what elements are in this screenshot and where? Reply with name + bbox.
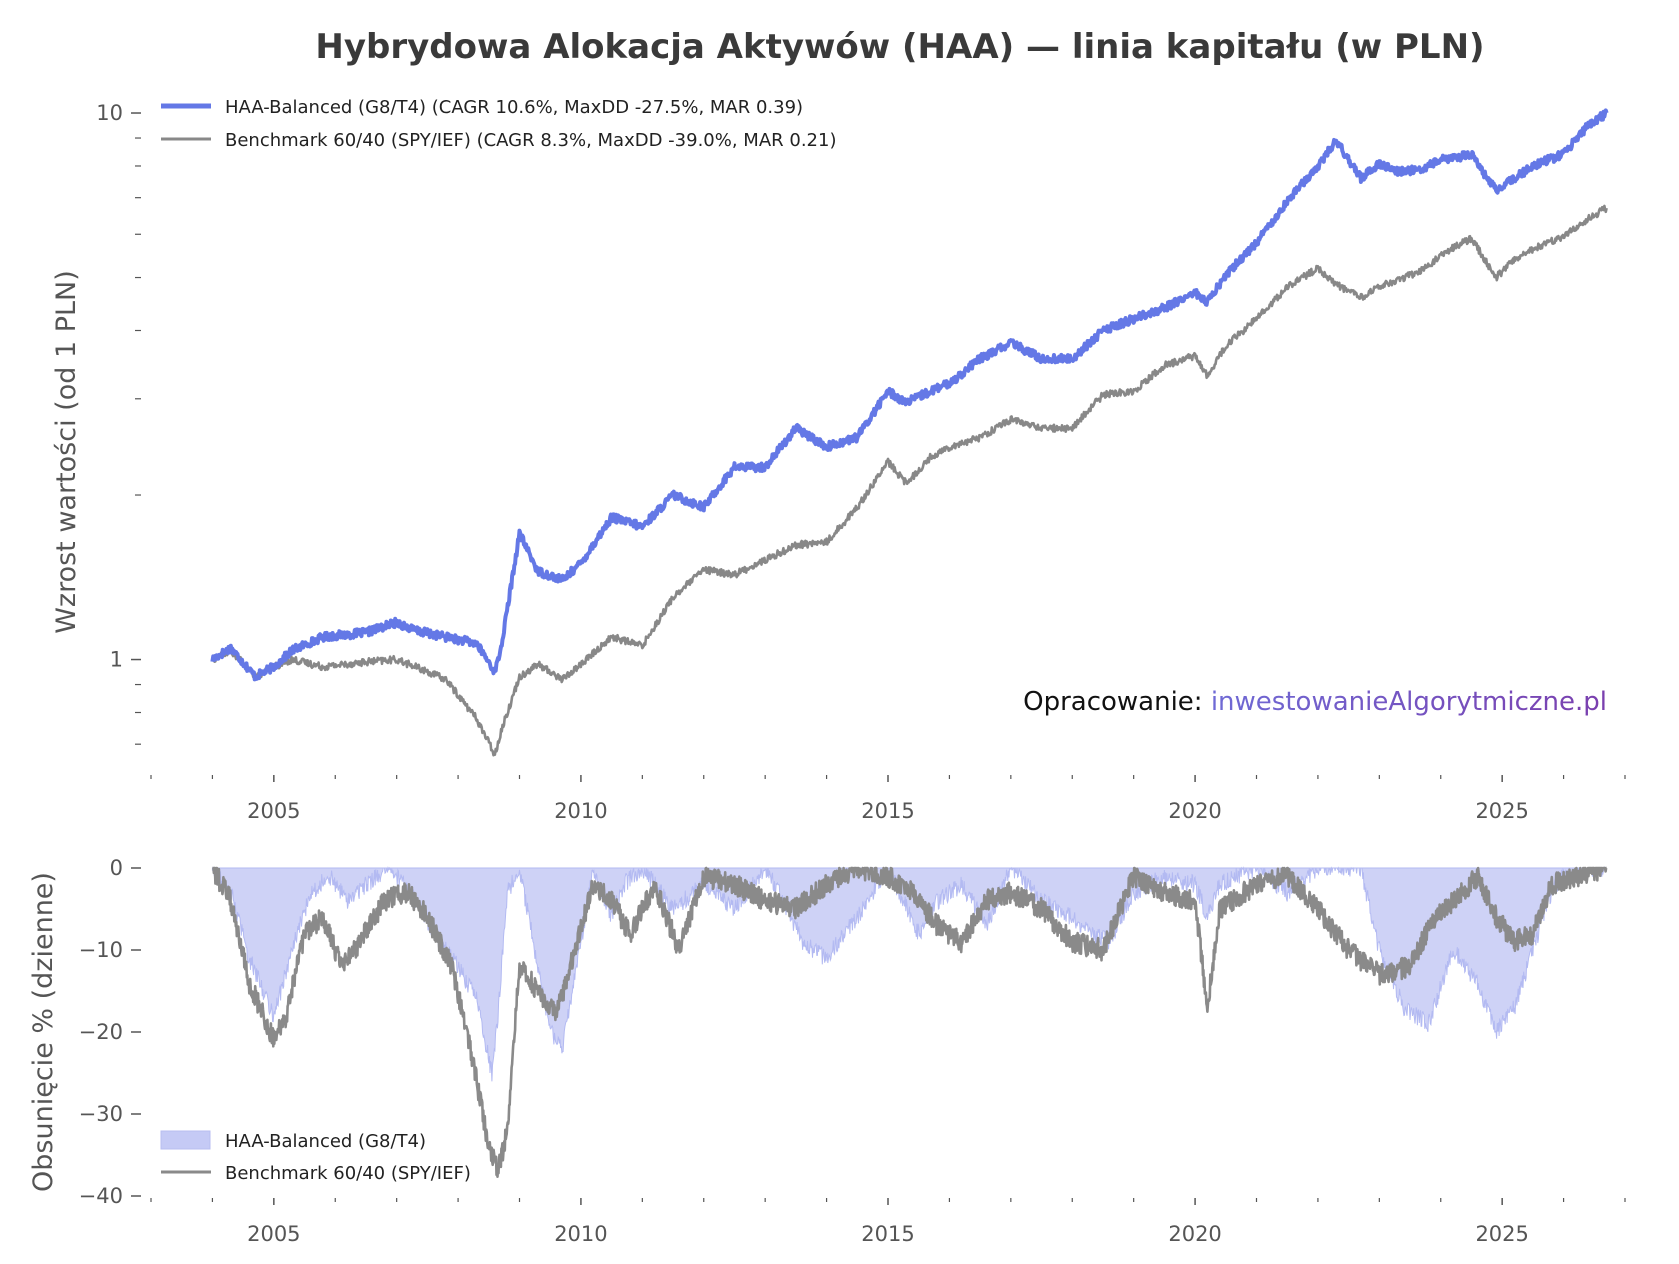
equity-x-ticks: 2005 2010 2015 2020 2025 (150, 775, 1626, 823)
legend-label-haa: HAA-Balanced (G8/T4) (CAGR 10.6%, MaxDD … (225, 97, 803, 118)
x-tick-label: 2005 (247, 799, 300, 823)
x-tick-label: 2020 (1168, 799, 1221, 823)
x-tick-label: 2010 (554, 1222, 607, 1246)
x-tick-label: 2015 (861, 1222, 914, 1246)
line-benchmark-6040 (211, 204, 1608, 757)
legend-label-benchmark-dd: Benchmark 60/40 (SPY/IEF) (225, 1163, 471, 1184)
drawdown-y-ticks: 0 −10 −20 −30 −40 (79, 856, 141, 1208)
y-tick-label: 0 (110, 856, 123, 880)
y-tick-label: −30 (79, 1102, 123, 1126)
credit-site: inwestowanieAlgorytmiczne.pl (1211, 687, 1607, 717)
legend-label-haa-area: HAA-Balanced (G8/T4) (225, 1131, 426, 1152)
area-haa-drawdown (211, 866, 1607, 1082)
drawdown-x-ticks: 2005 2010 2015 2020 2025 (150, 1198, 1626, 1246)
equity-y-axis-label: Wzrost wartości (od 1 PLN) (51, 270, 82, 634)
line-benchmark-drawdown (211, 866, 1608, 1178)
drawdown-y-axis-label: Obsunięcie % (dzienne) (28, 872, 59, 1192)
chart-title: Hybrydowa Alokacja Aktywów (HAA) — linia… (315, 27, 1484, 67)
drawdown-panel: Obsunięcie % (dzienne) 0 −10 −20 −30 −40 200… (28, 856, 1626, 1246)
y-tick-label: −20 (79, 1020, 123, 1044)
legend-swatch-haa-area (160, 1130, 211, 1150)
drawdown-legend: HAA-Balanced (G8/T4) Benchmark 60/40 (SP… (160, 1130, 471, 1184)
drawdown-series (211, 866, 1608, 1178)
equity-legend: HAA-Balanced (G8/T4) (CAGR 10.6%, MaxDD … (161, 97, 836, 151)
credit-text: Opracowanie: inwestowanieAlgorytmiczne.p… (1023, 687, 1607, 717)
x-tick-label: 2015 (861, 799, 914, 823)
line-haa-balanced (210, 108, 1609, 682)
x-tick-label: 2025 (1475, 1222, 1528, 1246)
credit-prefix: Opracowanie: (1023, 687, 1211, 717)
y-tick-label: −40 (79, 1184, 123, 1208)
equity-panel: Wzrost wartości (od 1 PLN) 110 2005 2010 2… (51, 97, 1626, 823)
equity-lines (210, 108, 1609, 757)
y-tick-label: −10 (79, 938, 123, 962)
x-tick-label: 2020 (1168, 1222, 1221, 1246)
legend-label-benchmark: Benchmark 60/40 (SPY/IEF) (CAGR 8.3%, Ma… (225, 130, 836, 151)
x-tick-label: 2010 (554, 799, 607, 823)
x-tick-label: 2005 (247, 1222, 300, 1246)
x-tick-label: 2025 (1475, 799, 1528, 823)
y-tick-label: 1 (110, 648, 123, 672)
y-tick-label: 10 (96, 101, 123, 125)
equity-y-ticks: 1 10 (96, 101, 141, 745)
